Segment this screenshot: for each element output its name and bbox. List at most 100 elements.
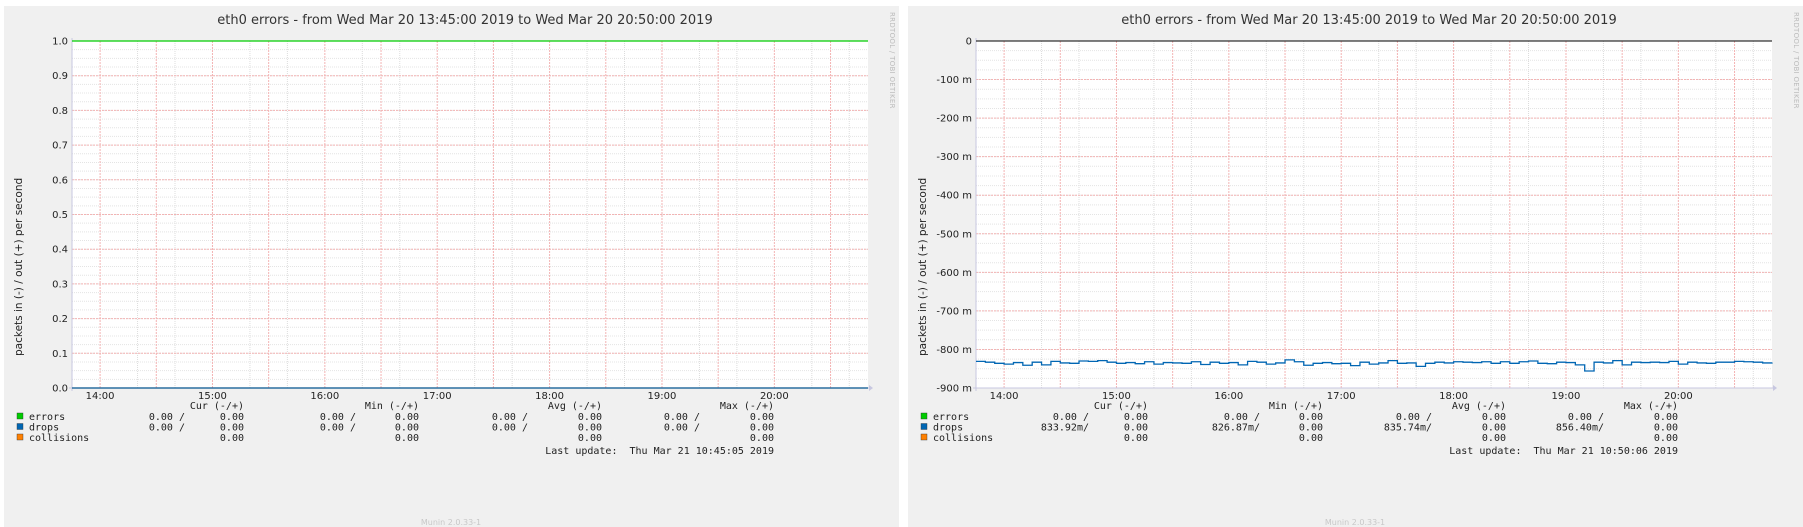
y-tick-label: 0 [966, 37, 972, 48]
legend-value-min-in: 826.87m/ [1212, 423, 1260, 434]
legend-value-max-out: 0.00 [1654, 423, 1678, 434]
legend-value-avg-in: 0.00 / [492, 423, 528, 434]
legend-header-max: Max (-/+) [1624, 401, 1678, 412]
legend-value-cur-out: 0.00 [220, 412, 244, 423]
legend-value-cur-in: 0.00 / [149, 412, 185, 423]
x-tick-label: 14:00 [86, 391, 115, 402]
y-tick-label: 0.7 [52, 141, 68, 152]
rrdtool-credit: RRDTOOL / TOBI OETIKER [888, 12, 896, 109]
legend-value-max-out: 0.00 [750, 412, 774, 423]
y-tick-label: -700 m [936, 306, 972, 317]
legend-value-max-out: 0.00 [750, 423, 774, 434]
legend-value-min-out: 0.00 [395, 412, 419, 423]
y-axis-label: packets in (-) / out (+) per second [13, 178, 25, 356]
legend-value-min-out: 0.00 [1299, 412, 1323, 423]
x-axis-arrow [1773, 385, 1777, 391]
x-tick-label: 15:00 [198, 391, 227, 402]
legend-swatch-errors [16, 412, 24, 420]
legend-value-cur-out: 0.00 [1124, 412, 1148, 423]
x-tick-label: 16:00 [1214, 391, 1243, 402]
legend-value-max-out: 0.00 [1654, 433, 1678, 444]
legend-value-max-out: 0.00 [1654, 412, 1678, 423]
x-tick-label: 17:00 [423, 391, 452, 402]
legend-header-cur: Cur (-/+) [190, 401, 244, 412]
y-tick-label: -800 m [936, 345, 972, 356]
legend-header-avg: Avg (-/+) [1452, 401, 1506, 412]
legend-value-min-out: 0.00 [1299, 433, 1323, 444]
x-tick-label: 18:00 [535, 391, 564, 402]
y-tick-label: -500 m [936, 229, 972, 240]
y-tick-label: 0.8 [52, 106, 68, 117]
legend-header-min: Min (-/+) [1269, 401, 1323, 412]
legend-header-min: Min (-/+) [365, 401, 419, 412]
last-update: Last update: Thu Mar 21 10:45:05 2019 [545, 446, 774, 457]
legend-value-min-in: 0.00 / [320, 412, 356, 423]
rrdtool-credit: RRDTOOL / TOBI OETIKER [1792, 12, 1800, 109]
legend-label-errors: errors [29, 412, 65, 423]
y-tick-label: 0.4 [52, 245, 68, 256]
chart-svg-left: eth0 errors - from Wed Mar 20 13:45:00 2… [13, 12, 896, 527]
legend-label-errors: errors [933, 412, 969, 423]
y-tick-label: -900 m [936, 384, 972, 395]
y-tick-label: -600 m [936, 268, 972, 279]
y-axis-label: packets in (-) / out (+) per second [917, 178, 929, 356]
legend-label-collisions: collisions [29, 433, 89, 444]
legend-value-cur-out: 0.00 [1124, 433, 1148, 444]
legend-label-drops: drops [933, 423, 963, 434]
y-tick-label: -100 m [936, 75, 972, 86]
x-tick-label: 20:00 [760, 391, 789, 402]
legend-value-cur-out: 0.00 [220, 433, 244, 444]
x-tick-label: 14:00 [990, 391, 1019, 402]
legend-value-max-in: 0.00 / [664, 412, 700, 423]
legend-value-avg-out: 0.00 [1482, 433, 1506, 444]
legend-value-avg-out: 0.00 [578, 423, 602, 434]
chart-title: eth0 errors - from Wed Mar 20 13:45:00 2… [1121, 13, 1616, 28]
legend-swatch-collisions [16, 433, 24, 441]
legend-value-min-out: 0.00 [395, 423, 419, 434]
legend-value-avg-out: 0.00 [1482, 412, 1506, 423]
legend-value-cur-out: 0.00 [220, 423, 244, 434]
legend-header-max: Max (-/+) [720, 401, 774, 412]
legend-swatch-drops [920, 423, 928, 430]
legend-value-avg-in: 0.00 / [1396, 412, 1432, 423]
y-tick-label: -400 m [936, 191, 972, 202]
series-drops-line [976, 359, 1773, 372]
legend-value-avg-in: 835.74m/ [1384, 423, 1432, 434]
y-tick-label: 1.0 [52, 37, 68, 48]
legend-value-min-out: 0.00 [1299, 423, 1323, 434]
x-tick-label: 19:00 [648, 391, 677, 402]
y-tick-label: -200 m [936, 114, 972, 125]
legend-value-cur-in: 0.00 / [149, 423, 185, 434]
legend-label-collisions: collisions [933, 433, 993, 444]
x-axis-arrow [869, 385, 873, 391]
x-tick-label: 20:00 [1664, 391, 1693, 402]
legend-header-cur: Cur (-/+) [1094, 401, 1148, 412]
y-tick-label: 0.1 [52, 349, 68, 360]
legend-value-avg-out: 0.00 [578, 433, 602, 444]
legend-value-avg-in: 0.00 / [492, 412, 528, 423]
legend-value-max-in: 856.40m/ [1556, 423, 1604, 434]
munin-version: Munin 2.0.33-1 [1325, 518, 1385, 527]
munin-version: Munin 2.0.33-1 [421, 518, 481, 527]
chart-panel-left: eth0 errors - from Wed Mar 20 13:45:00 2… [4, 6, 899, 527]
legend-value-avg-out: 0.00 [578, 412, 602, 423]
legend-header-avg: Avg (-/+) [548, 401, 602, 412]
last-update: Last update: Thu Mar 21 10:50:06 2019 [1449, 446, 1678, 457]
legend-value-cur-in: 833.92m/ [1041, 423, 1089, 434]
legend-value-cur-in: 0.00 / [1053, 412, 1089, 423]
y-tick-label: 0.6 [52, 175, 68, 186]
x-tick-label: 15:00 [1102, 391, 1131, 402]
x-tick-label: 17:00 [1327, 391, 1356, 402]
chart-panel-right: eth0 errors - from Wed Mar 20 13:45:00 2… [908, 6, 1803, 527]
y-tick-label: 0.2 [52, 314, 68, 325]
chart-svg-right: eth0 errors - from Wed Mar 20 13:45:00 2… [917, 12, 1800, 527]
legend-value-avg-out: 0.00 [1482, 423, 1506, 434]
legend-value-min-in: 0.00 / [1224, 412, 1260, 423]
legend-value-max-in: 0.00 / [664, 423, 700, 434]
legend-value-max-in: 0.00 / [1568, 412, 1604, 423]
y-tick-label: -300 m [936, 152, 972, 163]
y-tick-label: 0.0 [52, 384, 68, 395]
legend-swatch-collisions [920, 433, 928, 441]
legend-swatch-drops [16, 423, 24, 430]
legend-value-min-out: 0.00 [395, 433, 419, 444]
